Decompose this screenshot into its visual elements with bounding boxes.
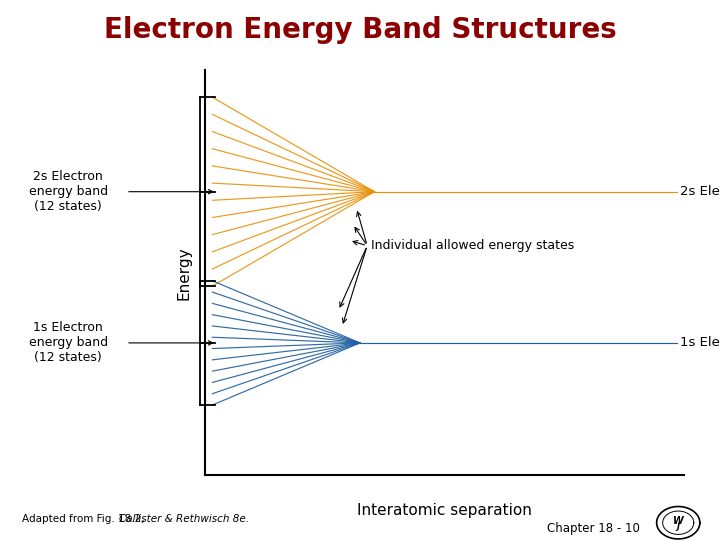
Text: 1s Electron state: 1s Electron state xyxy=(680,336,720,349)
Text: W: W xyxy=(673,516,683,525)
Text: Adapted from Fig. 18.2,: Adapted from Fig. 18.2, xyxy=(22,515,148,524)
Text: Interatomic separation: Interatomic separation xyxy=(357,503,532,518)
Text: Chapter 18 - 10: Chapter 18 - 10 xyxy=(547,522,640,535)
Text: Individual allowed energy states: Individual allowed energy states xyxy=(371,239,574,252)
Text: Callister & Rethwisch 8e.: Callister & Rethwisch 8e. xyxy=(119,515,249,524)
Text: 2s Electron
energy band
(12 states): 2s Electron energy band (12 states) xyxy=(29,170,108,213)
Text: J: J xyxy=(677,522,680,531)
Text: Electron Energy Band Structures: Electron Energy Band Structures xyxy=(104,16,616,44)
Text: 2s Electron state: 2s Electron state xyxy=(680,185,720,198)
Text: Energy: Energy xyxy=(176,246,191,300)
Text: 1s Electron
energy band
(12 states): 1s Electron energy band (12 states) xyxy=(29,321,108,365)
